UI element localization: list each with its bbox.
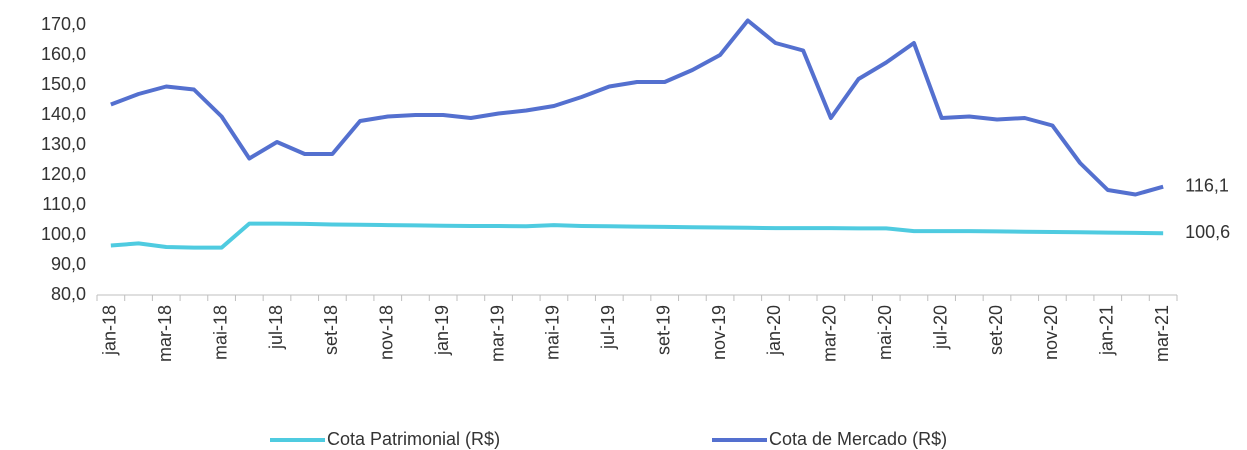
- x-tick-label: set-20: [986, 305, 1006, 355]
- x-tick-label: jul-19: [598, 305, 618, 350]
- x-tick-label: jul-20: [930, 305, 950, 350]
- x-tick-label: mar-20: [820, 305, 840, 362]
- y-tick-label: 100,0: [41, 224, 86, 244]
- x-tick-label: mai-19: [543, 305, 563, 360]
- data-label: 100,6: [1185, 222, 1230, 242]
- series-line: [110, 18, 1164, 197]
- x-tick-label: nov-19: [709, 305, 729, 360]
- x-tick-label: nov-20: [1041, 305, 1061, 360]
- y-tick-label: 90,0: [51, 254, 86, 274]
- x-tick-label: jul-18: [266, 305, 286, 350]
- y-tick-label: 140,0: [41, 104, 86, 124]
- y-tick-label: 170,0: [41, 14, 86, 34]
- x-tick-label: mar-21: [1152, 305, 1172, 362]
- y-tick-label: 150,0: [41, 74, 86, 94]
- x-tick-label: jan-19: [432, 305, 452, 356]
- x-tick-label: jan-21: [1097, 305, 1117, 356]
- y-tick-label: 80,0: [51, 284, 86, 304]
- legend-label: Cota Patrimonial (R$): [327, 429, 500, 449]
- y-tick-label: 120,0: [41, 164, 86, 184]
- x-tick-label: set-19: [653, 305, 673, 355]
- y-tick-label: 160,0: [41, 44, 86, 64]
- x-tick-label: jan-20: [764, 305, 784, 356]
- series-line: [110, 221, 1164, 250]
- y-tick-label: 130,0: [41, 134, 86, 154]
- x-tick-label: mai-18: [210, 305, 230, 360]
- y-tick-label: 110,0: [42, 194, 86, 214]
- x-tick-label: set-18: [321, 305, 341, 355]
- legend-label: Cota de Mercado (R$): [769, 429, 947, 449]
- data-label: 116,1: [1185, 175, 1229, 195]
- x-tick-label: nov-18: [377, 305, 397, 360]
- x-tick-label: mai-20: [875, 305, 895, 360]
- x-tick-label: jan-18: [100, 305, 120, 356]
- x-tick-label: mar-18: [155, 305, 175, 362]
- x-tick-label: mar-19: [487, 305, 507, 362]
